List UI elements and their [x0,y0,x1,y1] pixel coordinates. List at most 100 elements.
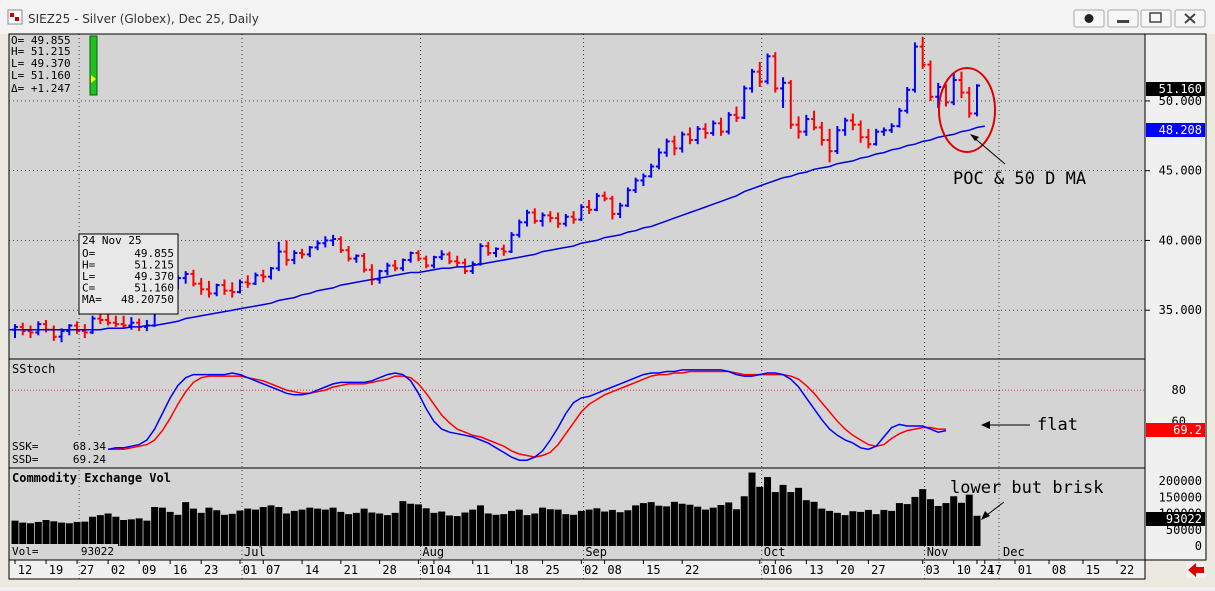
tooltip-key: L= [82,270,96,283]
price-bar [361,252,368,273]
volume-bar [810,501,818,546]
x-tick-label: 03 [925,563,939,577]
volume-bar [957,502,965,546]
volume-bar [678,503,686,546]
price-bar [857,120,864,143]
volume-bar [771,492,779,546]
price-bar [275,241,282,272]
volume-bar [570,514,578,546]
volume-bar [686,504,694,546]
price-bar [58,328,65,343]
tooltip-key: MA= [82,293,102,306]
price-last-label: 51.160 [1146,82,1205,96]
volume-bar [756,486,764,546]
price-bar [725,112,732,135]
minimize-icon[interactable] [1107,9,1139,28]
volume-bar [228,513,236,546]
volume-bar [27,523,35,546]
volume-bar [795,487,803,546]
svg-text:48.208: 48.208 [1159,123,1202,137]
volume-bar [283,513,291,546]
volume-last-label: 93022 [1146,512,1205,526]
ssk-value: 68.34 [73,440,106,453]
month-label: Nov [927,545,949,559]
price-bar [617,202,624,219]
x-tick-label: 15 [1086,563,1100,577]
price-bar [632,177,639,194]
volume-bar [888,510,896,546]
volume-bar [826,510,834,546]
flat-annotation: flat [1037,415,1078,435]
scroll-left-icon[interactable] [1186,562,1206,578]
price-bar [244,275,251,288]
x-tick-label: 08 [1052,563,1066,577]
volume-bar [973,515,981,546]
volume-bar [298,509,306,546]
price-bar [624,187,631,207]
volume-bar [65,523,73,546]
volume-bar [329,507,337,546]
price-bar [229,282,236,298]
price-bar [182,271,189,284]
stoch-panel [8,358,1146,469]
volume-bar [919,489,927,546]
price-tick-label: 40.000 [1159,233,1202,247]
record-icon[interactable] [1073,9,1105,28]
price-bar [655,148,662,170]
volume-bar [740,496,748,546]
price-bar [795,116,802,139]
tooltip-value: 49.370 [134,270,174,283]
x-tick-label: 11 [475,563,489,577]
svg-text:51.160: 51.160 [1159,82,1202,96]
ohlc-last: L= 51.160 [11,69,71,82]
price-bar [353,254,360,263]
price-bar [741,85,748,120]
price-bar [911,42,918,93]
data-tooltip: 24 Nov 25 O= 49.855 H= 51.215 L= 49.370 C= 51.1… [78,233,179,315]
price-bar [896,107,903,128]
price-bar [772,52,779,93]
month-label: Sep [585,545,607,559]
price-bar [873,128,880,146]
price-bar [221,279,228,295]
app-icon [7,9,23,25]
volume-bar [213,510,221,546]
close-icon[interactable] [1174,9,1206,28]
price-bar [384,262,391,276]
range-marker-icon [91,75,96,83]
volume-bar [562,514,570,546]
price-bar [904,87,911,114]
volume-bar [422,508,430,546]
volume-bar [414,504,422,546]
volume-bar [104,513,112,546]
ohlc-high: H= 51.215 [11,45,71,58]
price-bar [756,61,763,88]
volume-bar [50,521,58,546]
price-bar [935,82,942,108]
volume-bar [492,514,500,546]
x-tick-label: 01 [421,563,435,577]
price-bar [733,106,740,122]
price-bar [345,246,352,262]
volume-bar [275,507,283,546]
volume-bars [11,472,981,546]
volume-bar [438,511,446,546]
price-bar [927,60,934,101]
tooltip-value: 48.20750 [121,293,174,306]
volume-bar [376,513,384,546]
x-tick-label: 19 [49,563,63,577]
vol-value: 93022 [81,545,114,558]
ohlc-delta: Δ= +1.247 [11,82,71,95]
volume-bar [42,520,50,546]
tooltip-value: 51.215 [134,259,174,272]
price-bar [686,127,693,145]
volume-bar [461,512,469,546]
x-tick-label: 02 [111,563,125,577]
volume-bar [926,499,934,546]
volume-bar [709,507,717,546]
price-bar [710,120,717,136]
price-bar [966,87,973,118]
restore-icon[interactable] [1140,9,1172,28]
month-label: Oct [764,545,786,559]
ssd-value: 69.24 [73,453,106,466]
